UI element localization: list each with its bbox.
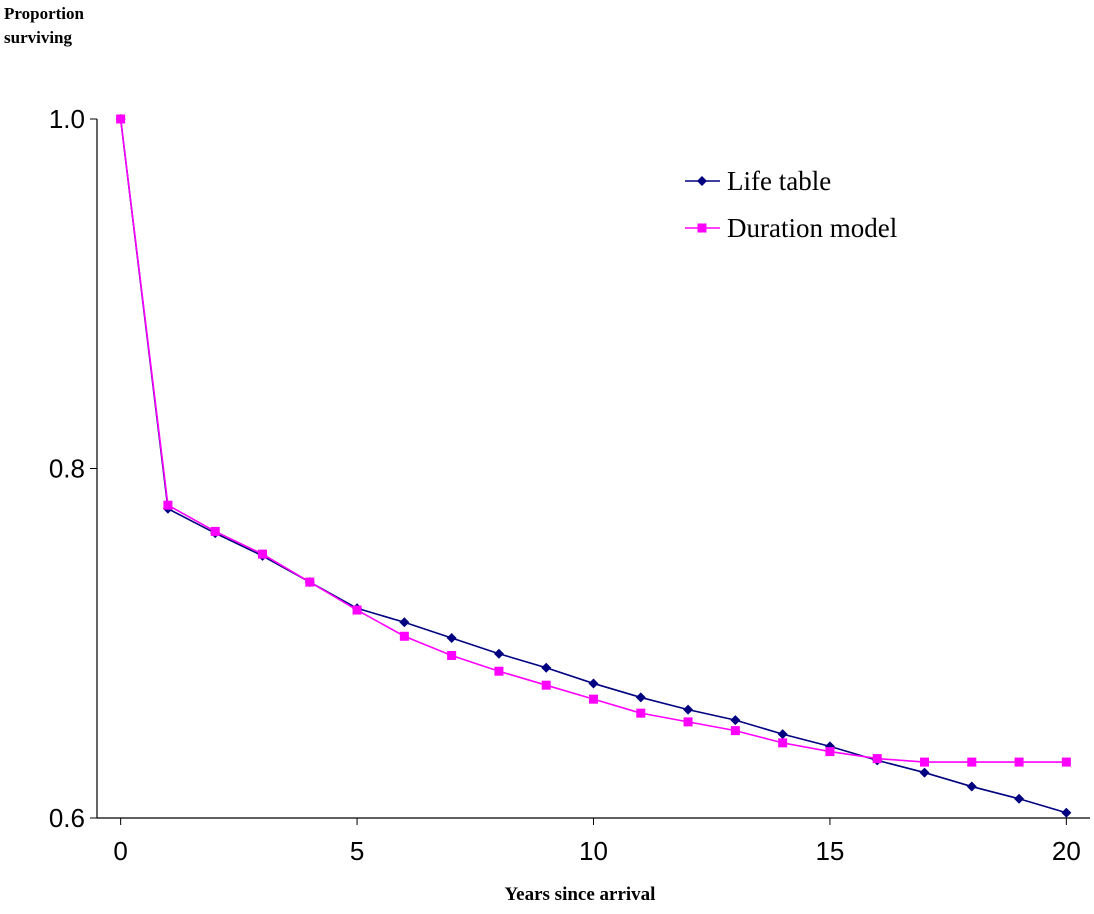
point bbox=[920, 757, 929, 767]
x-tick-label: 15 bbox=[815, 836, 844, 866]
point bbox=[541, 662, 552, 673]
point bbox=[683, 704, 694, 715]
y-tick-label: 0.8 bbox=[49, 454, 85, 484]
x-tick-label: 10 bbox=[579, 836, 608, 866]
point bbox=[494, 666, 504, 676]
series-line bbox=[119, 118, 1067, 763]
point bbox=[730, 726, 740, 736]
legend-label: Life table bbox=[727, 166, 831, 196]
point bbox=[446, 633, 457, 644]
point bbox=[116, 114, 126, 124]
point bbox=[447, 650, 457, 660]
legend-label: Duration model bbox=[727, 213, 897, 243]
point bbox=[163, 500, 173, 510]
point bbox=[1061, 807, 1072, 818]
point bbox=[872, 754, 882, 764]
point bbox=[1014, 757, 1024, 767]
y-tick-label: 1.0 bbox=[49, 104, 85, 134]
point bbox=[777, 729, 788, 740]
x-tick-label: 5 bbox=[350, 836, 364, 866]
y-tick-label: 0.6 bbox=[49, 803, 85, 833]
point bbox=[919, 767, 930, 778]
point bbox=[778, 738, 788, 748]
point bbox=[258, 549, 267, 559]
x-tick-label: 0 bbox=[113, 836, 127, 866]
x-axis-label: Years since arrival bbox=[505, 884, 656, 905]
point bbox=[399, 617, 410, 628]
x-tick-label: 20 bbox=[1052, 836, 1081, 866]
point bbox=[683, 717, 693, 727]
point bbox=[210, 526, 220, 536]
point bbox=[541, 680, 551, 690]
point bbox=[352, 605, 362, 615]
point bbox=[966, 781, 977, 792]
point bbox=[588, 678, 599, 689]
point bbox=[967, 757, 977, 767]
y-axis-label: Proportion surviving bbox=[4, 4, 84, 47]
point bbox=[825, 747, 835, 757]
point bbox=[305, 577, 315, 587]
point bbox=[399, 631, 409, 641]
point bbox=[589, 694, 598, 704]
point bbox=[635, 692, 646, 703]
point bbox=[493, 648, 504, 659]
point bbox=[697, 223, 707, 233]
point bbox=[1061, 757, 1071, 767]
point bbox=[636, 708, 646, 718]
point bbox=[730, 715, 741, 726]
point bbox=[1014, 793, 1025, 804]
point bbox=[697, 176, 707, 186]
series-line bbox=[119, 118, 1067, 814]
